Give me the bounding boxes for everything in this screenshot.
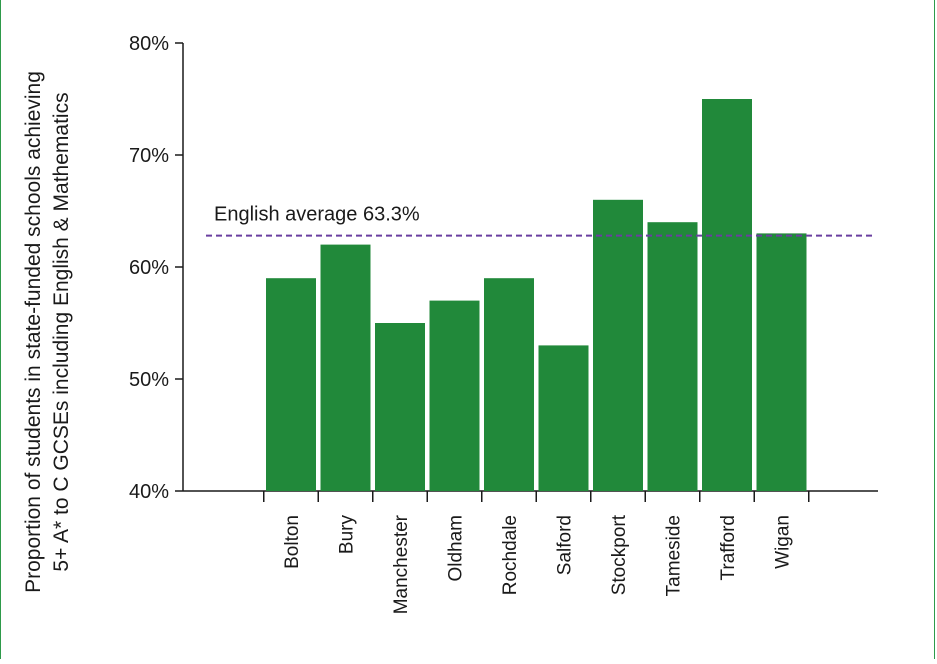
y-axis-title-line-1: Proportion of students in state-funded s… bbox=[22, 71, 45, 593]
x-tick-label-stockport: Stockport bbox=[609, 514, 630, 595]
bar-bolton bbox=[266, 278, 316, 491]
x-tick-label-wigan: Wigan bbox=[773, 515, 794, 569]
x-tick-label-rochdale: Rochdale bbox=[500, 515, 521, 595]
x-tick-label-oldham: Oldham bbox=[446, 515, 467, 582]
y-axis-ticks: 40% 50% 60% 70% 80% bbox=[129, 33, 183, 503]
reference-line-group: English average 63.3% bbox=[206, 204, 874, 237]
bar-wigan bbox=[756, 233, 807, 491]
bar-stockport bbox=[593, 199, 643, 492]
bar-oldham bbox=[429, 300, 480, 491]
bar-bury bbox=[320, 244, 371, 491]
y-tick-label: 50% bbox=[129, 369, 169, 391]
bars bbox=[266, 99, 807, 492]
y-tick-label: 80% bbox=[129, 33, 169, 55]
x-tick-label-manchester: Manchester bbox=[391, 514, 412, 614]
bar-rochdale bbox=[484, 278, 534, 491]
bar-salford bbox=[538, 345, 589, 491]
x-tick-label-tameside: Tameside bbox=[664, 515, 685, 596]
y-tick-label: 40% bbox=[129, 481, 169, 503]
y-tick-label: 60% bbox=[129, 257, 169, 279]
x-axis-ticks: Bolton Bury Manchester Oldham Rochdale Salfor… bbox=[263, 491, 810, 614]
bar-manchester bbox=[375, 323, 425, 491]
x-tick-label-bolton: Bolton bbox=[282, 515, 303, 569]
x-tick-label-trafford: Trafford bbox=[718, 515, 739, 580]
x-tick-label-bury: Bury bbox=[337, 515, 358, 555]
bar-trafford bbox=[702, 99, 752, 491]
y-axis-title: Proportion of students in state-funded s… bbox=[22, 71, 73, 593]
bar-tameside bbox=[647, 222, 698, 491]
english-average-label: English average 63.3% bbox=[214, 204, 420, 226]
x-tick-label-salford: Salford bbox=[555, 515, 576, 575]
y-tick-label: 70% bbox=[129, 145, 169, 167]
y-axis-title-line-2: 5+ A* to C GCSEs including English & Mat… bbox=[50, 92, 73, 571]
